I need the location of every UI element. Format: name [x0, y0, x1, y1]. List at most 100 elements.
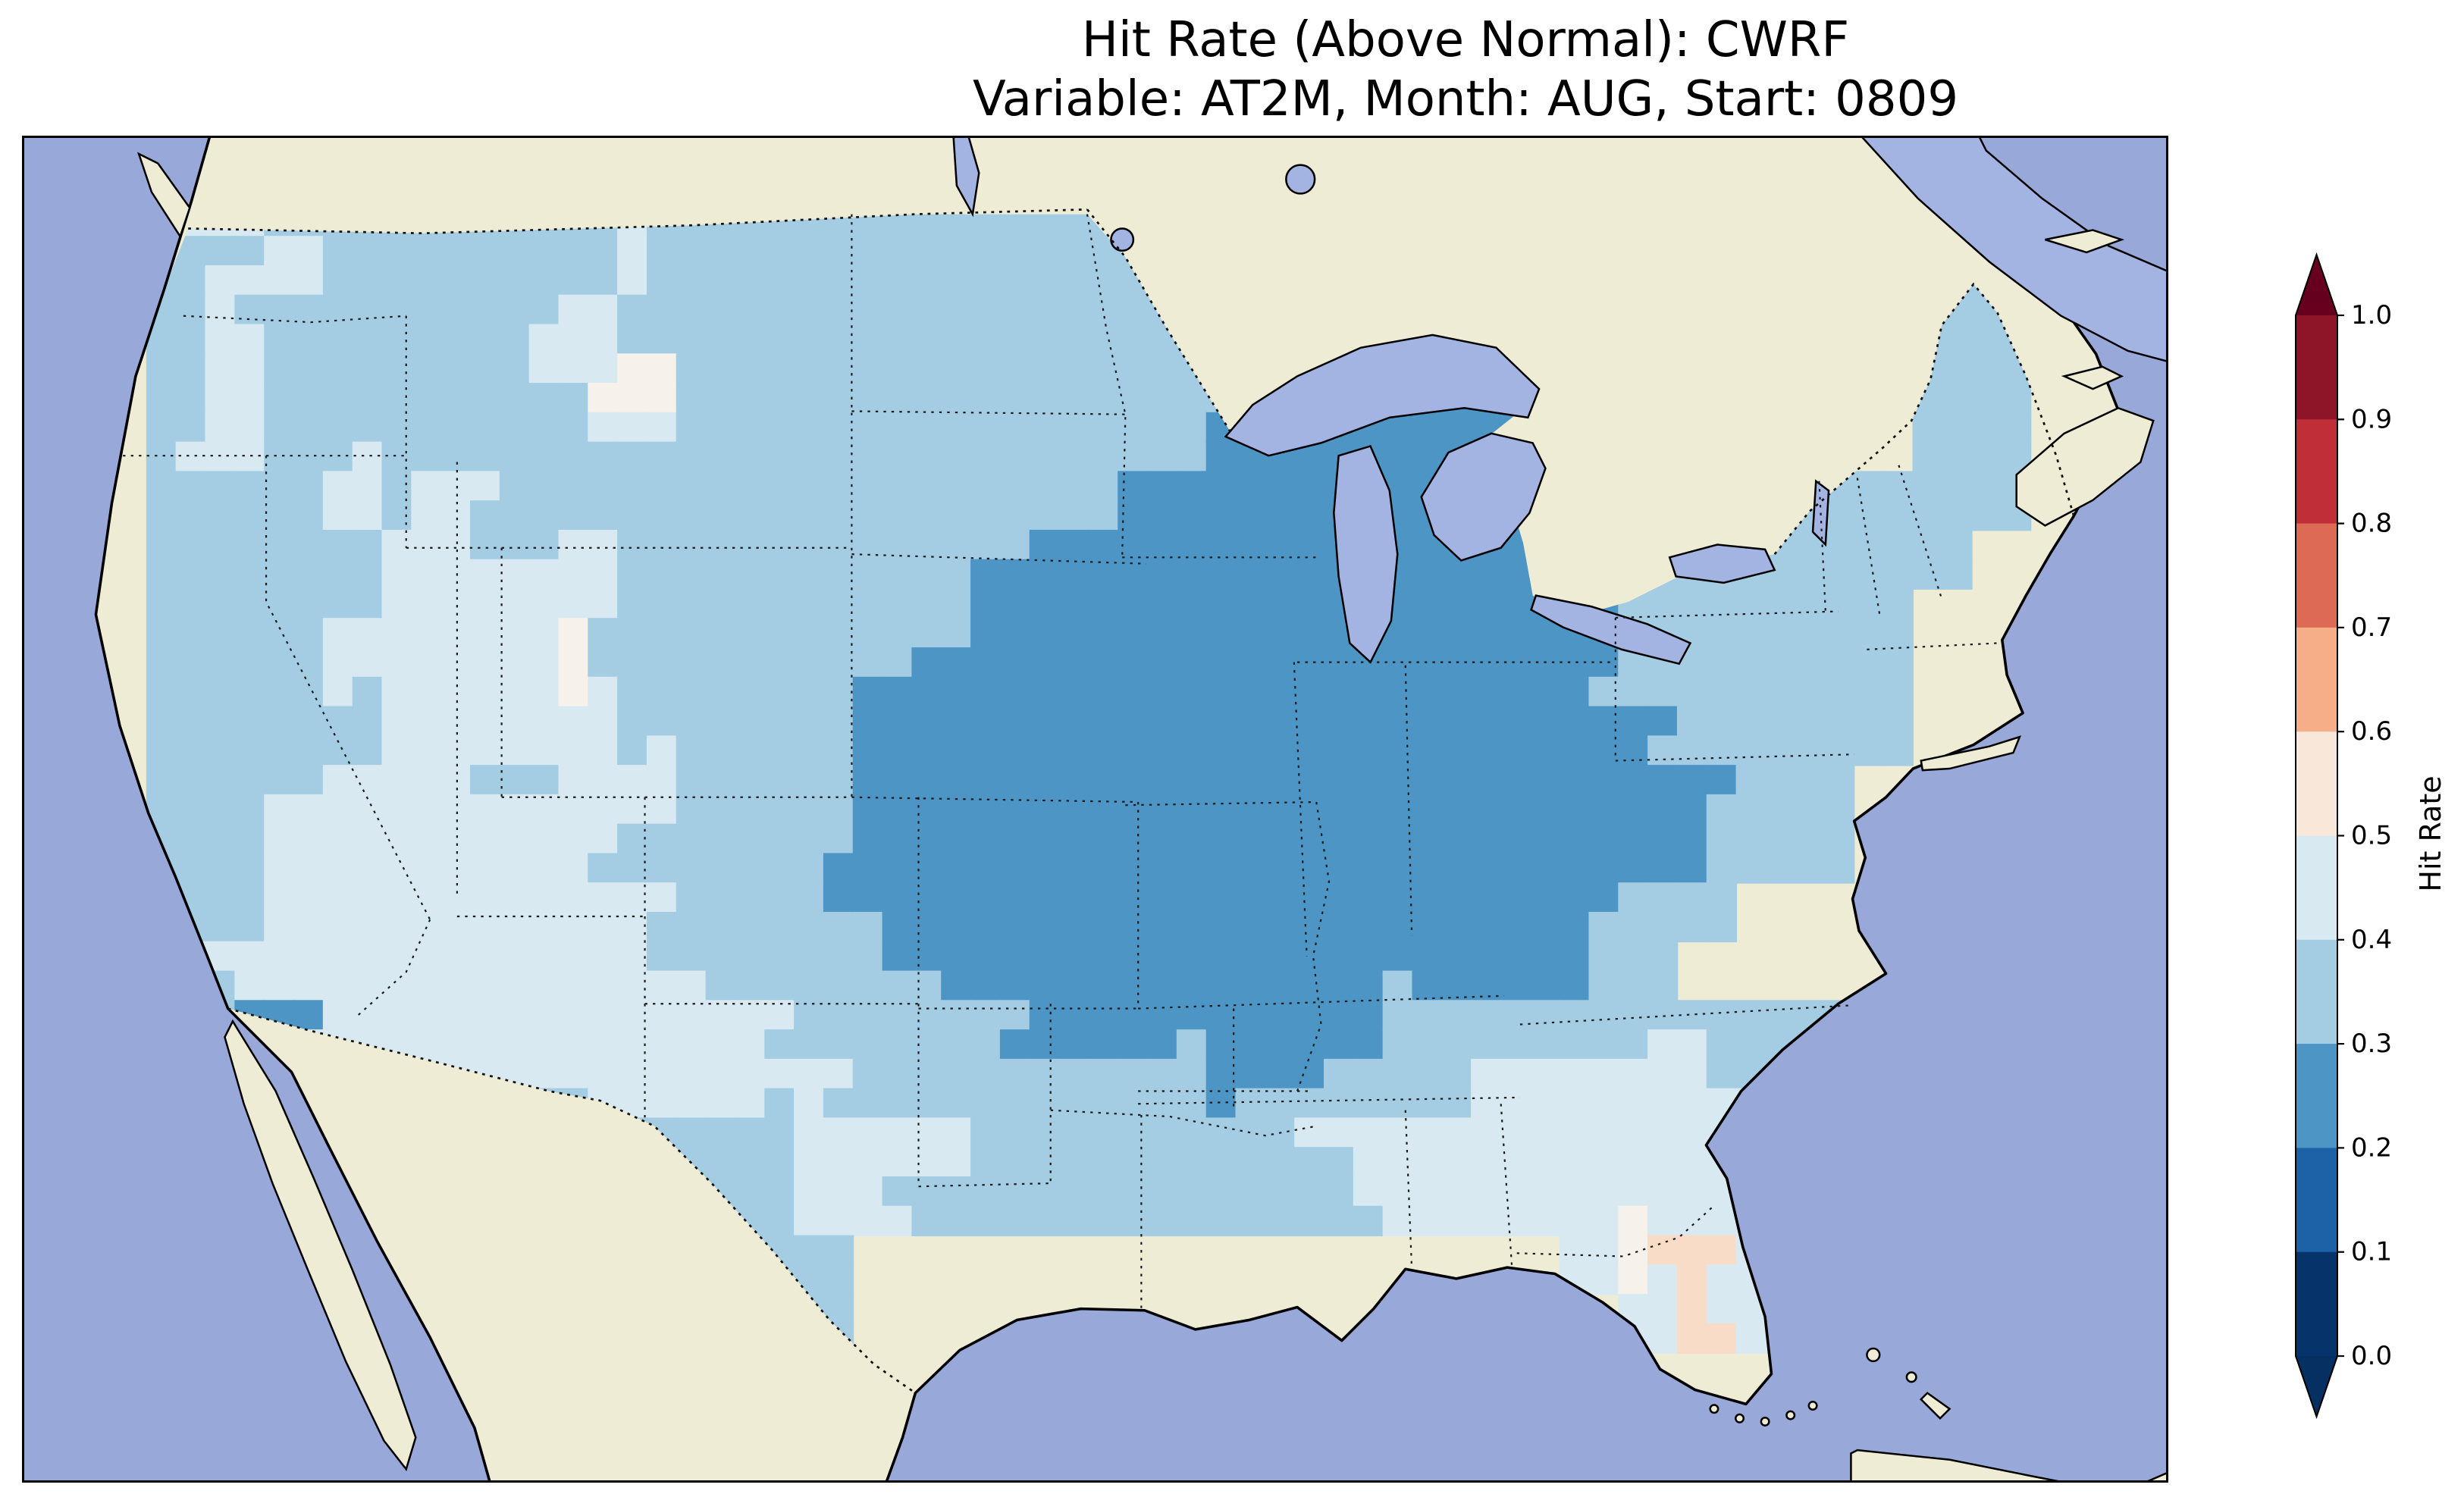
grid-cell — [1382, 941, 1413, 973]
grid-cell — [1412, 676, 1443, 708]
grid-cell — [1353, 676, 1384, 708]
grid-cell — [911, 265, 942, 296]
grid-cell — [1618, 735, 1649, 766]
grid-cell — [1147, 1058, 1178, 1090]
grid-cell — [676, 706, 707, 737]
grid-cell — [970, 765, 1002, 796]
grid-cell — [1265, 500, 1296, 531]
grid-cell — [1706, 676, 1738, 708]
grid-cell — [999, 1176, 1031, 1207]
grid-cell — [381, 588, 412, 619]
grid-cell — [1088, 1029, 1119, 1060]
grid-cell — [911, 500, 942, 531]
grid-cell — [794, 294, 825, 325]
grid-cell — [1323, 706, 1355, 737]
grid-cell — [1029, 676, 1061, 708]
grid-cell — [882, 1117, 913, 1148]
grid-cell — [1058, 529, 1089, 561]
grid-cell — [1265, 1058, 1296, 1090]
grid-cell — [1706, 1264, 1738, 1295]
grid-cell — [352, 559, 383, 590]
grid-cell — [234, 706, 265, 737]
grid-cell — [970, 383, 1002, 414]
grid-cell — [823, 412, 854, 443]
grid-cell — [1029, 236, 1061, 267]
grid-cell — [264, 265, 295, 296]
grid-cell — [528, 441, 560, 472]
grid-cell — [440, 941, 472, 973]
grid-cell — [1529, 1000, 1561, 1031]
grid-cell — [1500, 1147, 1531, 1178]
grid-cell — [264, 911, 295, 943]
grid-cell — [175, 706, 206, 737]
grid-cell — [381, 735, 412, 766]
grid-cell — [205, 471, 236, 502]
grid-cell — [1529, 941, 1561, 973]
grid-cell — [735, 911, 766, 943]
grid-cell — [175, 441, 206, 472]
grid-cell — [1029, 412, 1061, 443]
colorbar-tick-label: 0.4 — [2351, 925, 2392, 955]
grid-cell — [1058, 588, 1089, 619]
grid-cell — [1029, 1147, 1061, 1178]
grid-cell — [1559, 1205, 1590, 1236]
grid-cell — [234, 353, 265, 384]
grid-cell — [1235, 500, 1266, 531]
grid-cell — [970, 853, 1002, 884]
grid-cell — [676, 500, 707, 531]
grid-cell — [1265, 970, 1296, 1001]
grid-cell — [1235, 853, 1266, 884]
chart-title-line1: Hit Rate (Above Normal): CWRF — [1081, 12, 1850, 68]
grid-cell — [205, 618, 236, 649]
grid-cell — [1559, 823, 1590, 854]
grid-cell — [1088, 559, 1119, 590]
grid-cell — [411, 500, 442, 531]
grid-cell — [764, 441, 795, 472]
grid-cell — [1441, 706, 1472, 737]
grid-cell — [588, 735, 619, 766]
grid-cell — [1058, 853, 1089, 884]
grid-cell — [1647, 588, 1679, 619]
grid-cell — [234, 588, 265, 619]
grid-cell — [882, 1205, 913, 1236]
grid-cell — [588, 882, 619, 913]
grid-cell — [970, 1117, 1002, 1148]
grid-cell — [1176, 383, 1208, 414]
grid-cell — [1058, 823, 1089, 854]
grid-cell — [205, 324, 236, 355]
grid-cell — [1500, 735, 1531, 766]
grid-cell — [1088, 911, 1119, 943]
grid-cell — [705, 706, 736, 737]
grid-cell — [499, 647, 531, 678]
grid-cell — [823, 265, 854, 296]
grid-cell — [558, 765, 589, 796]
grid-cell — [440, 735, 472, 766]
grid-cell — [1323, 676, 1355, 708]
grid-cell — [1735, 823, 1766, 854]
grid-cell — [764, 236, 795, 267]
grid-cell — [1588, 1264, 1619, 1295]
grid-cell — [499, 353, 531, 384]
grid-cell — [1942, 412, 1973, 443]
grid-cell — [1588, 911, 1619, 943]
grid-cell — [1382, 1058, 1413, 1090]
grid-cell — [205, 441, 236, 472]
grid-cell — [381, 882, 412, 913]
grid-cell — [528, 500, 560, 531]
grid-cell — [352, 735, 383, 766]
grid-cell — [1529, 735, 1561, 766]
grid-cell — [823, 353, 854, 384]
grid-cell — [1176, 941, 1208, 973]
grid-cell — [1618, 794, 1649, 825]
grid-cell — [646, 588, 678, 619]
grid-cell — [705, 559, 736, 590]
grid-cell — [1323, 735, 1355, 766]
grid-cell — [1235, 765, 1266, 796]
grid-cell — [823, 236, 854, 267]
grid-cell — [528, 882, 560, 913]
grid-cell — [1412, 735, 1443, 766]
grid-cell — [852, 618, 884, 649]
grid-cell — [1765, 823, 1796, 854]
grid-cell — [1529, 1088, 1561, 1119]
st-lawrence-waterway — [1861, 138, 2166, 362]
